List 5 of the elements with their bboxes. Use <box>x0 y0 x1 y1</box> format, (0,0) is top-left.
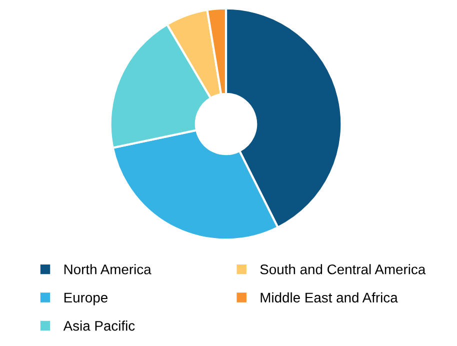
legend-label: South and Central America <box>260 264 426 274</box>
legend-label: Middle East and Africa <box>260 292 398 303</box>
legend-label: Asia Pacific <box>63 320 135 331</box>
legend-label: Europe <box>64 292 108 306</box>
legend-label: North America <box>64 264 152 274</box>
